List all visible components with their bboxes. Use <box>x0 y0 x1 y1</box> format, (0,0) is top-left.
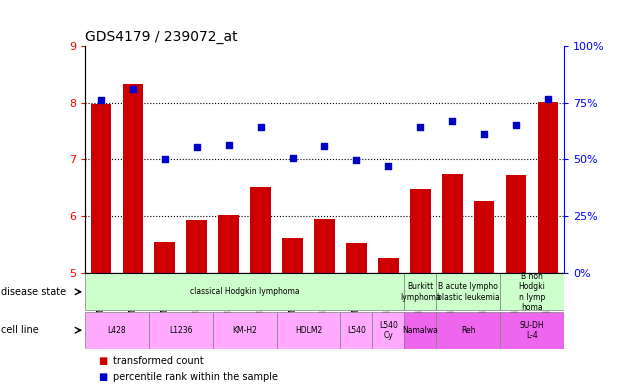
Bar <box>436 273 500 310</box>
Bar <box>346 243 367 273</box>
Text: Reh: Reh <box>461 326 476 335</box>
Bar <box>372 312 404 349</box>
Text: KM-H2: KM-H2 <box>232 326 257 335</box>
Point <box>192 144 202 151</box>
Text: GDS4179 / 239072_at: GDS4179 / 239072_at <box>85 30 238 44</box>
Bar <box>500 273 564 310</box>
Point <box>256 123 266 129</box>
Bar <box>436 312 500 349</box>
Bar <box>91 104 112 273</box>
Bar <box>213 312 277 349</box>
Bar <box>410 189 430 273</box>
Text: cell line: cell line <box>1 325 39 335</box>
Text: Burkitt
lymphoma: Burkitt lymphoma <box>400 282 440 301</box>
Point <box>96 98 106 104</box>
Point <box>352 157 362 163</box>
Bar <box>506 175 526 273</box>
Point <box>511 122 521 128</box>
Text: classical Hodgkin lymphoma: classical Hodgkin lymphoma <box>190 287 299 296</box>
Point <box>447 118 457 124</box>
Text: L540
Cy: L540 Cy <box>379 321 398 340</box>
Bar <box>340 312 372 349</box>
Text: HDLM2: HDLM2 <box>295 326 322 335</box>
Bar <box>85 273 404 310</box>
Bar <box>250 187 271 273</box>
Text: L540: L540 <box>347 326 366 335</box>
Bar <box>85 312 149 349</box>
Bar <box>219 215 239 273</box>
Text: transformed count: transformed count <box>113 356 204 366</box>
Text: Namalwa: Namalwa <box>403 326 438 335</box>
Text: ■: ■ <box>98 372 107 382</box>
Bar <box>378 258 399 273</box>
Bar <box>277 312 340 349</box>
Point <box>479 131 489 137</box>
Text: SU-DH
L-4: SU-DH L-4 <box>520 321 544 340</box>
Bar <box>474 201 495 273</box>
Text: B acute lympho
blastic leukemia: B acute lympho blastic leukemia <box>437 282 500 301</box>
Point <box>160 156 170 162</box>
Bar <box>123 84 143 273</box>
Bar <box>314 219 335 273</box>
Bar <box>186 220 207 273</box>
Text: disease state: disease state <box>1 287 66 297</box>
Bar <box>282 238 303 273</box>
Bar <box>404 312 436 349</box>
Point <box>543 96 553 103</box>
Bar <box>500 312 564 349</box>
Point <box>415 123 425 129</box>
Text: percentile rank within the sample: percentile rank within the sample <box>113 372 278 382</box>
Point <box>287 155 297 161</box>
Bar <box>537 102 558 273</box>
Text: B non
Hodgki
n lymp
homa: B non Hodgki n lymp homa <box>518 272 546 312</box>
Bar <box>149 312 213 349</box>
Point <box>383 163 393 169</box>
Point <box>128 86 138 92</box>
Bar <box>404 273 436 310</box>
Point <box>319 143 329 149</box>
Text: ■: ■ <box>98 356 107 366</box>
Text: L428: L428 <box>108 326 126 335</box>
Point <box>224 142 234 148</box>
Bar <box>154 242 175 273</box>
Text: L1236: L1236 <box>169 326 193 335</box>
Bar <box>442 174 462 273</box>
